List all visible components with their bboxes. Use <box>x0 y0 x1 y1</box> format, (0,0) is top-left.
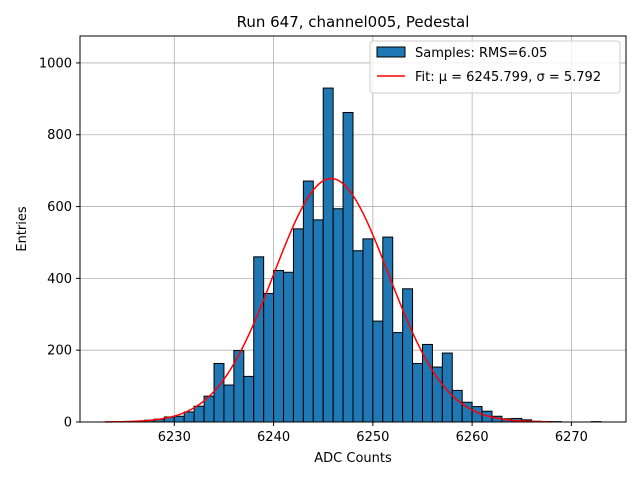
x-tick-label: 6260 <box>456 430 489 445</box>
y-tick-label: 600 <box>47 200 72 215</box>
histogram-bar <box>431 366 443 423</box>
legend-fit-label: Fit: μ = 6245.799, σ = 5.792 <box>415 70 601 85</box>
histogram-bar <box>441 352 453 423</box>
y-tick-label: 0 <box>64 416 72 431</box>
histogram-bar <box>292 228 304 423</box>
histogram-bar <box>372 320 384 423</box>
histogram-bar <box>362 238 374 423</box>
histogram-bar <box>283 271 294 423</box>
histogram-bar <box>173 415 185 423</box>
histogram-bar <box>223 384 235 423</box>
histogram-bar <box>273 269 285 423</box>
legend-box <box>369 40 621 94</box>
x-tick-label: 6240 <box>257 430 290 445</box>
chart-title: Run 647, channel005, Pedestal <box>237 13 470 31</box>
histogram-bar <box>322 87 334 423</box>
y-tick-label: 200 <box>47 344 72 359</box>
histogram-bar <box>342 111 354 423</box>
fit-curve <box>104 177 552 423</box>
y-tick-label: 800 <box>47 128 72 143</box>
histogram-bar <box>213 362 225 423</box>
x-axis-label: ADC Counts <box>314 451 392 466</box>
histogram-bar <box>243 375 255 423</box>
histogram-bar <box>392 332 404 423</box>
histogram-bar <box>253 256 265 423</box>
x-axis-ticks: 6230 6240 6250 6260 6270 <box>158 422 588 445</box>
y-tick-label: 1000 <box>39 56 72 71</box>
x-tick-label: 6230 <box>158 430 191 445</box>
x-tick-label: 6250 <box>356 430 389 445</box>
y-axis-ticks: 0 200 400 600 800 1000 <box>39 56 80 431</box>
histogram-bar <box>183 411 195 423</box>
histogram-bar <box>332 208 344 423</box>
histogram-bar <box>412 362 423 423</box>
histogram-bar <box>302 180 314 423</box>
plot-frame <box>79 35 627 423</box>
histogram-bar <box>193 405 205 423</box>
y-tick-label: 400 <box>47 272 72 287</box>
legend-histogram-swatch <box>376 46 406 58</box>
legend-histogram-label: Samples: RMS=6.05 <box>415 46 547 61</box>
histogram-bar <box>263 292 275 423</box>
histogram-bar <box>312 219 324 423</box>
histogram-bar <box>352 250 364 423</box>
x-tick-label: 6270 <box>555 430 588 445</box>
legend: Samples: RMS=6.05 Fit: μ = 6245.799, σ =… <box>369 40 621 94</box>
histogram-bar <box>402 288 414 423</box>
histogram-bar <box>451 389 463 423</box>
y-axis-label: Entries <box>15 206 30 252</box>
